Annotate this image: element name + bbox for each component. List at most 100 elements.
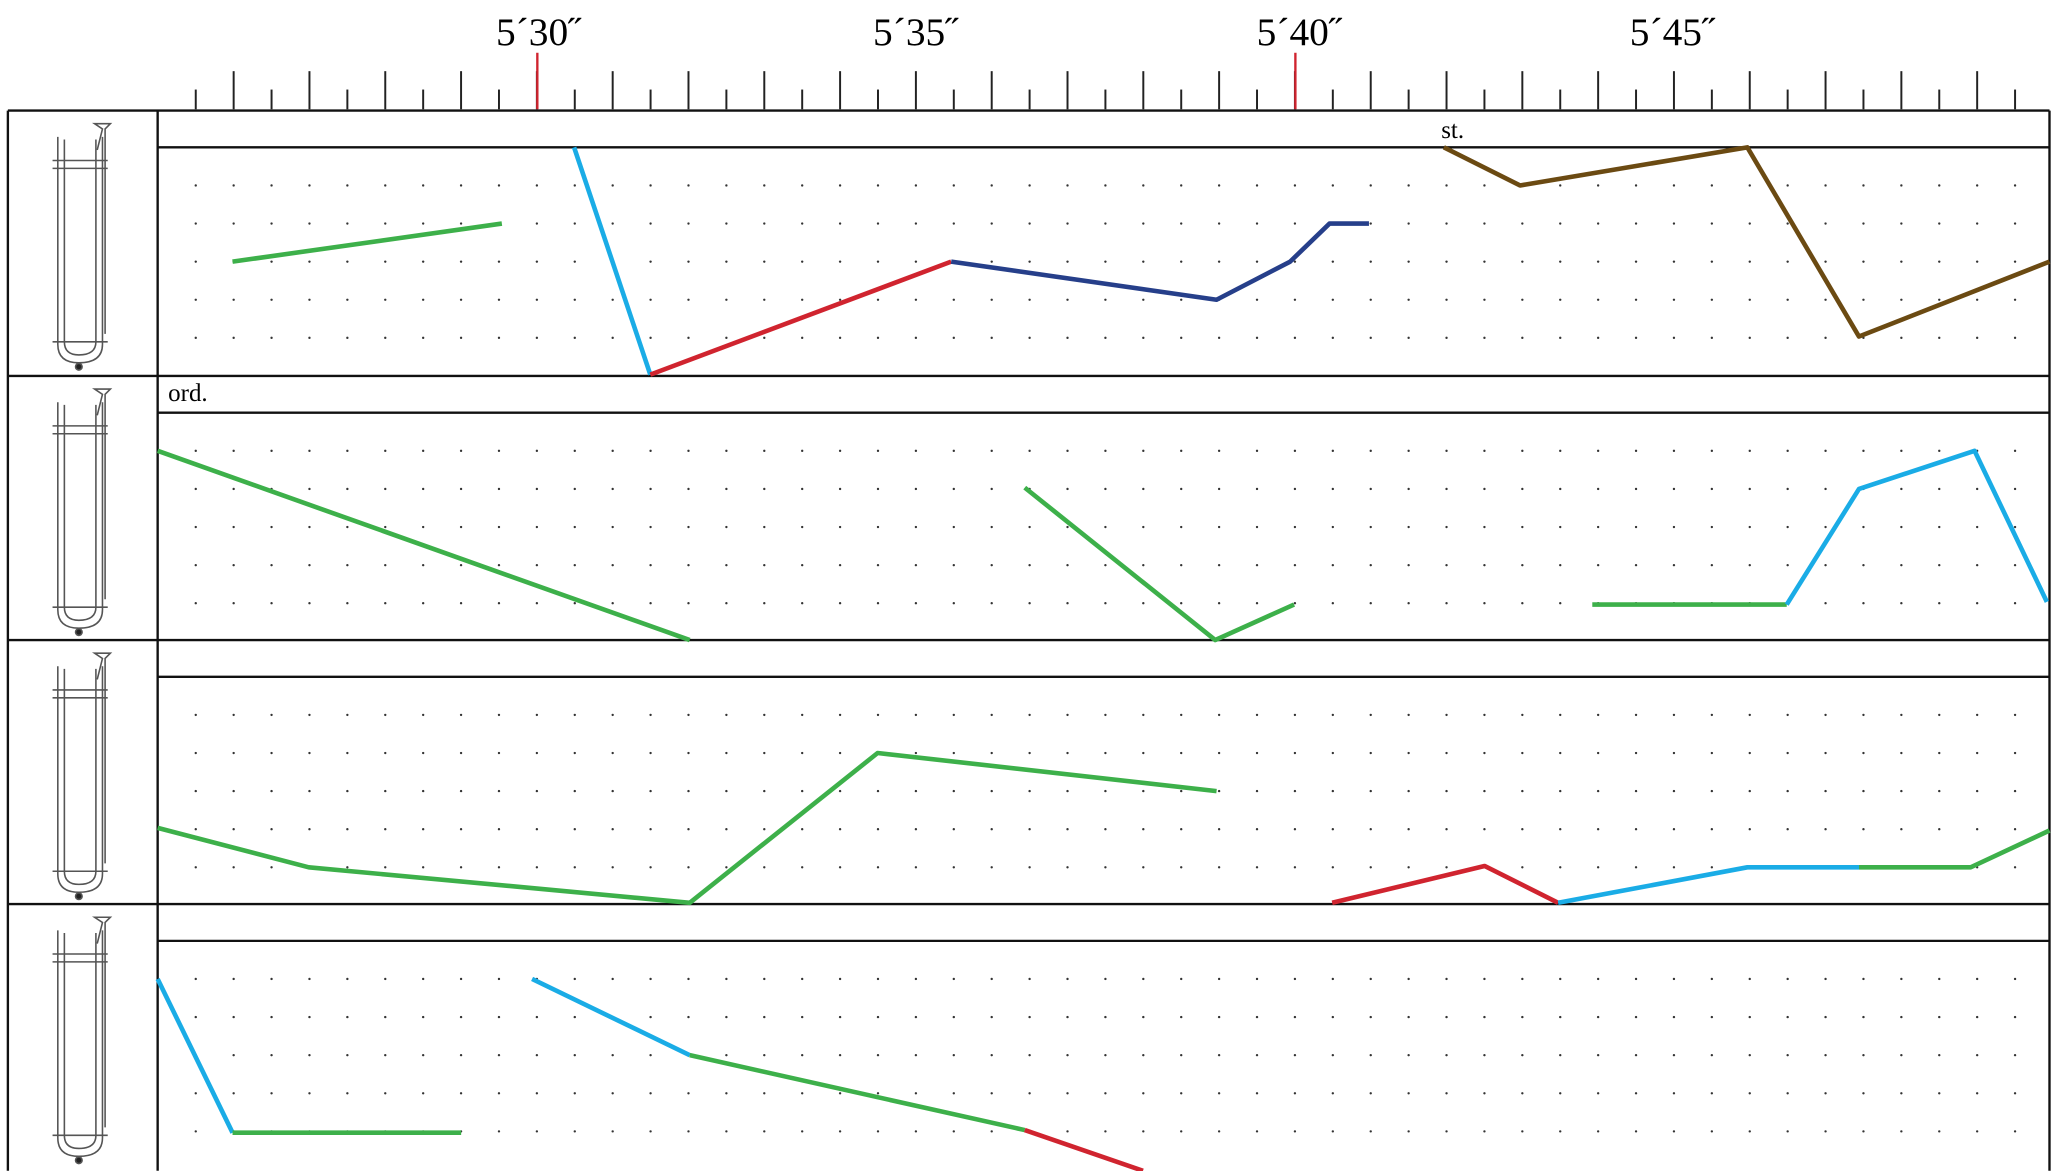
grid-dot <box>308 789 311 793</box>
grid-dot <box>1672 222 1676 225</box>
trombone-bell <box>91 652 113 864</box>
grid-dot <box>611 487 614 491</box>
grid-dot <box>1255 260 1259 263</box>
grid-dot <box>1824 1130 1827 1133</box>
grid-dot <box>573 222 576 225</box>
grid-dot <box>1862 751 1865 755</box>
gesture-line <box>1557 865 1859 906</box>
grid-dot <box>1217 828 1221 831</box>
grid-dot <box>573 1053 576 1057</box>
grid-dot <box>1407 602 1410 605</box>
grid-dot <box>1255 1130 1259 1133</box>
grid-dot <box>308 1092 311 1095</box>
grid-dot <box>194 336 197 340</box>
grid-dot <box>1217 525 1221 529</box>
grid-dot <box>1596 977 1600 981</box>
grid-dot <box>649 563 652 567</box>
grid-dot <box>1255 184 1259 187</box>
grid-dot <box>1217 977 1221 981</box>
grid-dot <box>1180 602 1183 605</box>
grid-dot <box>1672 828 1676 831</box>
grid-dot <box>1445 828 1448 831</box>
grid-dot <box>497 449 501 453</box>
grid-dot <box>1672 713 1676 717</box>
gesture-line <box>157 750 1217 906</box>
grid-dot <box>649 298 652 301</box>
grid-dot <box>1369 828 1372 831</box>
grid-dot <box>459 184 463 187</box>
grid-dot <box>914 828 918 831</box>
grid-dot <box>1748 449 1751 453</box>
grid-dot <box>384 602 387 605</box>
grid-dot <box>1710 260 1714 263</box>
grid-dot <box>1407 184 1410 187</box>
grid-dot <box>1672 751 1676 755</box>
grid-dot <box>611 977 614 981</box>
grid-dot <box>421 298 425 301</box>
grid-dot <box>1180 298 1183 301</box>
grid-dot <box>1104 977 1107 981</box>
grid-dot <box>573 563 576 567</box>
grid-dot <box>952 602 955 605</box>
grid-dot <box>194 713 197 717</box>
grid-dot <box>725 866 728 869</box>
grid-dot <box>725 1130 728 1133</box>
grid-dot <box>1028 866 1031 869</box>
grid-dot <box>1483 1092 1486 1095</box>
grid-dot <box>1180 866 1183 869</box>
grid-dot <box>1293 866 1297 869</box>
grid-dot <box>1900 789 1903 793</box>
grid-dot <box>838 602 842 605</box>
grid-dot <box>1217 184 1221 187</box>
grid-dot <box>1180 828 1183 831</box>
grid-dot <box>1862 828 1865 831</box>
grid-dot <box>1559 260 1562 263</box>
grid-dot <box>1634 977 1638 981</box>
grid-dot <box>1710 1015 1714 1019</box>
grid-dot <box>1824 1053 1827 1057</box>
grid-dot <box>1028 449 1031 453</box>
grid-dot <box>421 977 425 981</box>
grid-dot <box>1596 336 1600 340</box>
grid-dot <box>649 449 652 453</box>
grid-dot <box>535 713 539 717</box>
grid-dot <box>1900 1015 1903 1019</box>
grid-dot <box>1824 1092 1827 1095</box>
grid-dot <box>459 1053 463 1057</box>
grid-dot <box>270 828 273 831</box>
grid-dot <box>914 260 918 263</box>
grid-dot <box>1938 789 1941 793</box>
grid-dot <box>2013 525 2017 529</box>
grid-dot <box>1521 789 1524 793</box>
grid-dot <box>1066 1092 1069 1095</box>
grid-dot <box>1559 222 1562 225</box>
grid-dot <box>990 1130 993 1133</box>
grid-dot <box>952 713 955 717</box>
grid-dot <box>421 260 425 263</box>
grid-dot <box>384 1092 387 1095</box>
grid-dot <box>270 602 273 605</box>
grid-dot <box>573 789 576 793</box>
grid-dot <box>1255 1015 1259 1019</box>
grid-dot <box>1217 751 1221 755</box>
grid-dot <box>270 222 273 225</box>
grid-dot <box>1900 487 1903 491</box>
grid-dot <box>1634 1092 1638 1095</box>
grid-dot <box>649 525 652 529</box>
grid-dot <box>1293 525 1297 529</box>
grid-dot <box>763 713 766 717</box>
grid-dot <box>1142 828 1145 831</box>
grid-dot <box>1596 298 1600 301</box>
grid-dot <box>1255 866 1259 869</box>
gesture-line <box>689 1052 1026 1133</box>
grid-dot <box>346 1092 349 1095</box>
grid-dot <box>725 1053 728 1057</box>
grid-dot <box>384 713 387 717</box>
grid-dot <box>1369 563 1372 567</box>
grid-dot <box>573 751 576 755</box>
grid-dot <box>1710 1053 1714 1057</box>
grid-dot <box>1369 713 1372 717</box>
grid-dot <box>649 487 652 491</box>
grid-dot <box>876 298 880 301</box>
